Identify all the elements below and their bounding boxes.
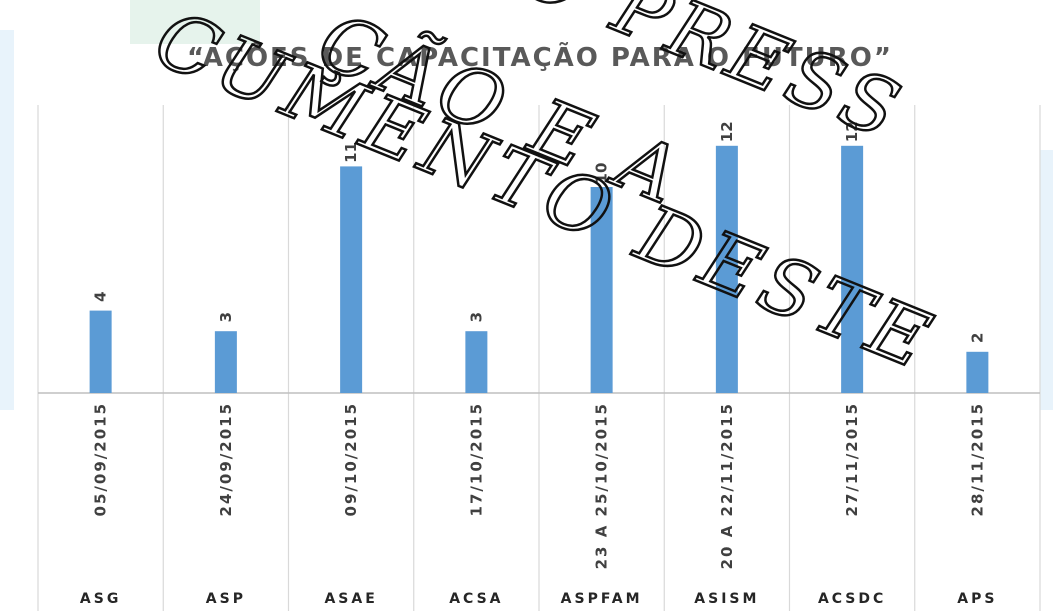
date-label: 05/09/2015 [92,402,110,516]
category-label: ACSA [449,591,503,607]
date-label: 28/11/2015 [968,402,986,516]
date-label: 23 A 25/10/2015 [593,402,611,569]
value-label: 12 [718,121,736,142]
value-label: 4 [92,291,110,301]
value-label: 10 [593,163,611,184]
category-dividers [37,105,1041,611]
date-label: 09/10/2015 [342,402,360,516]
date-label: 17/10/2015 [467,402,485,516]
value-label: 12 [843,121,861,142]
date-label: 24/09/2015 [217,402,235,516]
category-label: ASPFAM [561,591,643,607]
bar-asg [89,310,112,393]
bar-acsa [465,331,488,393]
category-label: APS [957,591,997,607]
bar-asp [214,331,237,393]
value-label: 11 [342,142,360,163]
category-label: ASISM [694,591,759,607]
value-label: 3 [467,312,485,322]
chart-title: “AÇÕES DE CAPACITAÇÃO PARA O FUTURO” [187,41,893,73]
bar-asae [340,166,363,393]
bar-aspfam [590,187,613,393]
bar-acsdc [841,145,864,393]
category-labels: ASG ASP ASAE ACSA ASPFAM ASISM ACSDC APS [80,591,997,607]
category-label: ASP [206,591,246,607]
date-labels: 05/09/2015 24/09/2015 09/10/2015 17/10/2015… [92,402,987,569]
bar-aps [966,351,989,393]
category-label: ACSDC [818,591,886,607]
value-labels: 4 3 11 3 10 12 12 2 [92,121,987,343]
category-label: ASG [80,591,121,607]
date-label: 27/11/2015 [843,402,861,516]
background-tile-right [1040,150,1053,410]
bar-asism [715,145,738,393]
background-tile-left [0,30,14,410]
value-label: 2 [968,333,986,343]
category-label: ASAE [324,591,377,607]
bars [89,145,989,393]
value-label: 3 [217,312,235,322]
date-label: 20 A 22/11/2015 [718,402,736,569]
background-tile-top [130,0,260,44]
